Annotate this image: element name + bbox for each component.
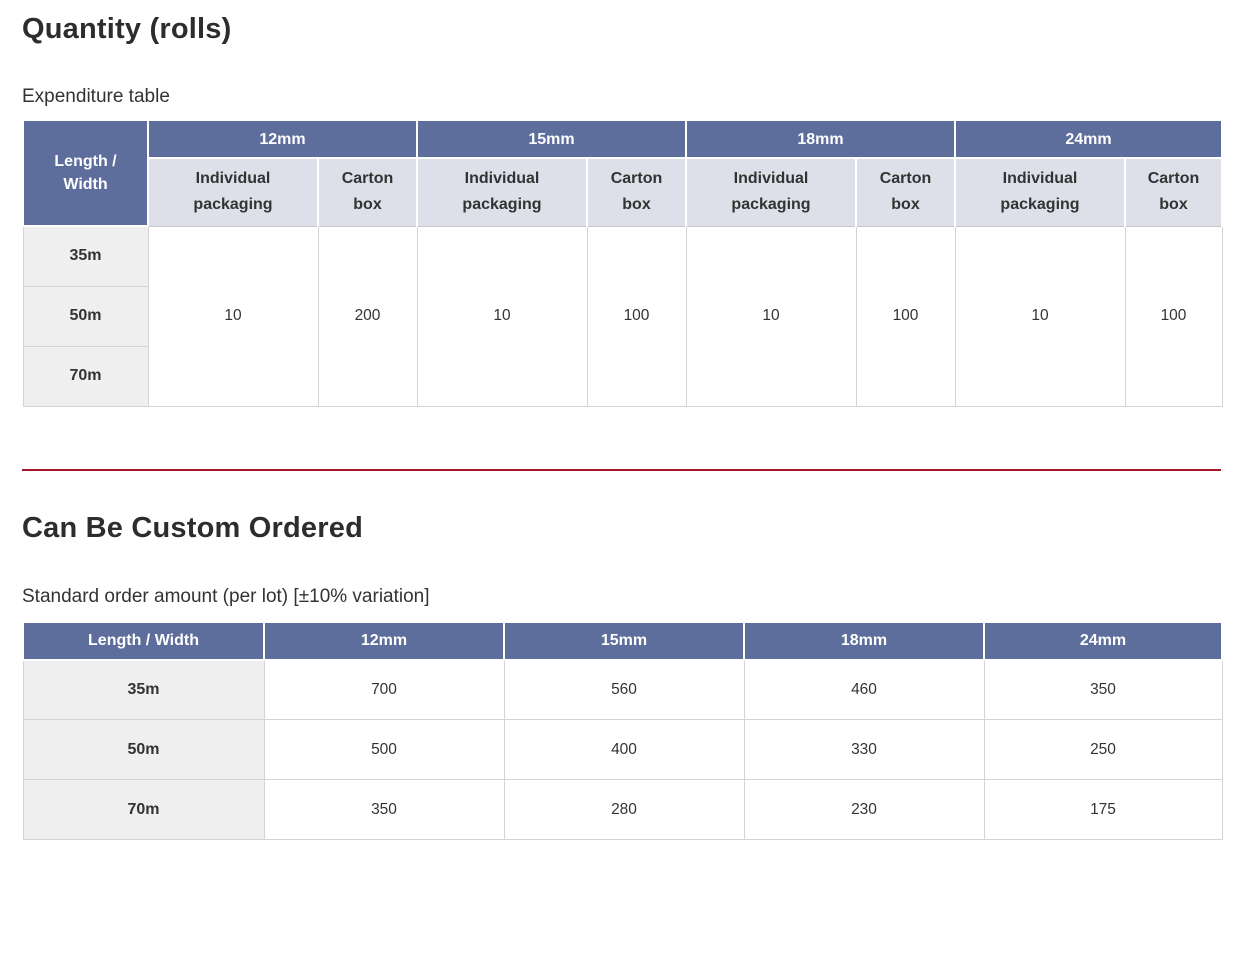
section-divider (22, 468, 1221, 471)
group-header-15mm: 15mm (416, 119, 687, 160)
subheader-carton-box-15mm: Carton box (586, 157, 687, 227)
expenditure-table-caption: Expenditure table (22, 86, 170, 108)
cell-50m-18mm: 330 (743, 719, 985, 781)
group-header-12mm: 12mm (147, 119, 418, 160)
cell-50m-12mm: 500 (263, 719, 505, 781)
table-row-35m: 35m 700 560 460 350 (22, 659, 1223, 721)
header-24mm: 24mm (983, 620, 1223, 661)
standard-order-caption: Standard order amount (per lot) [±10% va… (22, 586, 430, 608)
expenditure-table-container: Length / Width 12mm 15mm 18mm 24mm Indiv… (22, 119, 1223, 407)
subheader-individual-packaging-15mm: Individual packaging (416, 157, 588, 227)
section-title-custom-ordered: Can Be Custom Ordered (22, 511, 363, 544)
cell-50m-15mm: 400 (503, 719, 745, 781)
cell-12mm-individual: 10 (147, 225, 319, 407)
cell-15mm-carton: 100 (586, 225, 687, 407)
cell-70m-18mm: 230 (743, 779, 985, 841)
subheader-individual-packaging-12mm: Individual packaging (147, 157, 319, 227)
cell-70m-12mm: 350 (263, 779, 505, 841)
cell-15mm-individual: 10 (416, 225, 588, 407)
cell-50m-24mm: 250 (983, 719, 1223, 781)
header-12mm: 12mm (263, 620, 505, 661)
cell-35m-12mm: 700 (263, 659, 505, 721)
corner-header-length-width: Length / Width (22, 119, 149, 228)
expenditure-table: Length / Width 12mm 15mm 18mm 24mm Indiv… (22, 119, 1223, 407)
cell-35m-15mm: 560 (503, 659, 745, 721)
cell-18mm-individual: 10 (685, 225, 857, 407)
cell-35m-18mm: 460 (743, 659, 985, 721)
cell-70m-24mm: 175 (983, 779, 1223, 841)
cell-24mm-carton: 100 (1124, 225, 1223, 407)
cell-70m-15mm: 280 (503, 779, 745, 841)
standard-order-table: Length / Width 12mm 15mm 18mm 24mm 35m 7… (22, 620, 1223, 841)
table-row-70m: 70m 350 280 230 175 (22, 779, 1223, 841)
header-18mm: 18mm (743, 620, 985, 661)
row-label-35m: 35m (22, 225, 149, 287)
subheader-individual-packaging-24mm: Individual packaging (954, 157, 1126, 227)
section-title-quantity: Quantity (rolls) (22, 13, 232, 45)
row-label-50m: 50m (22, 719, 265, 781)
cell-12mm-carton: 200 (317, 225, 418, 407)
cell-24mm-individual: 10 (954, 225, 1126, 407)
subheader-carton-box-24mm: Carton box (1124, 157, 1223, 227)
cell-35m-24mm: 350 (983, 659, 1223, 721)
group-header-24mm: 24mm (954, 119, 1223, 160)
row-label-35m: 35m (22, 659, 265, 721)
standard-order-table-container: Length / Width 12mm 15mm 18mm 24mm 35m 7… (22, 620, 1223, 841)
header-length-width: Length / Width (22, 620, 265, 661)
subheader-carton-box-18mm: Carton box (855, 157, 956, 227)
row-label-70m: 70m (22, 779, 265, 841)
row-label-50m: 50m (22, 285, 149, 347)
group-header-18mm: 18mm (685, 119, 956, 160)
header-15mm: 15mm (503, 620, 745, 661)
subheader-carton-box-12mm: Carton box (317, 157, 418, 227)
subheader-individual-packaging-18mm: Individual packaging (685, 157, 857, 227)
cell-18mm-carton: 100 (855, 225, 956, 407)
row-label-70m: 70m (22, 345, 149, 407)
table-row-50m: 50m 500 400 330 250 (22, 719, 1223, 781)
